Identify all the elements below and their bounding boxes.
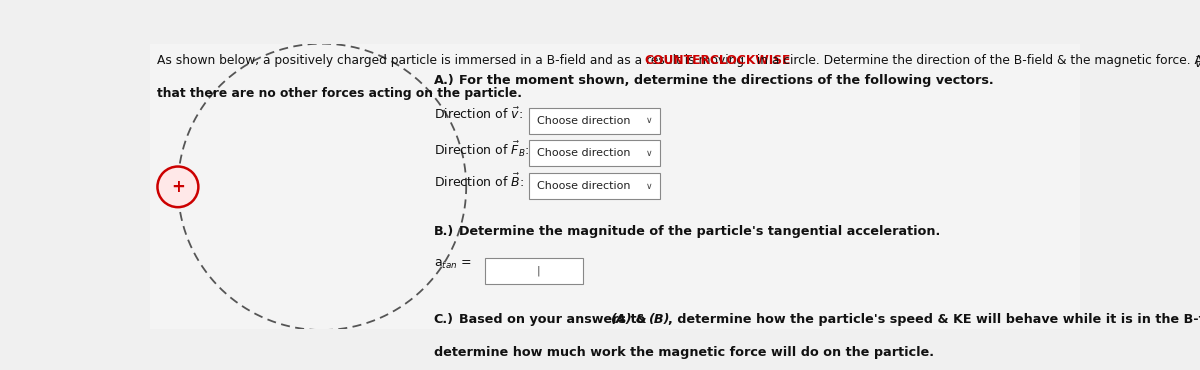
Text: |: | bbox=[536, 266, 540, 276]
Text: +: + bbox=[170, 178, 185, 196]
Text: For the moment shown, determine the directions of the following vectors.: For the moment shown, determine the dire… bbox=[458, 74, 994, 87]
FancyBboxPatch shape bbox=[150, 44, 1080, 329]
Text: in a circle. Determine the direction of the B-field & the magnetic force. Assume: in a circle. Determine the direction of … bbox=[752, 54, 1200, 67]
Text: B.): B.) bbox=[433, 225, 454, 238]
Text: , determine how the particle's speed & KE will behave while it is in the B-field: , determine how the particle's speed & K… bbox=[668, 313, 1200, 326]
Text: Choose direction: Choose direction bbox=[536, 181, 630, 191]
Text: C.): C.) bbox=[433, 313, 454, 326]
Text: ∨: ∨ bbox=[646, 116, 653, 125]
Text: that there are no other forces acting on the particle.: that there are no other forces acting on… bbox=[157, 87, 522, 100]
FancyBboxPatch shape bbox=[150, 44, 1080, 329]
Text: ∨: ∨ bbox=[646, 182, 653, 191]
Text: COUNTERCLOCKWISE: COUNTERCLOCKWISE bbox=[644, 54, 791, 67]
Text: ∨: ∨ bbox=[646, 149, 653, 158]
Text: Direction of $\vec{B}$:: Direction of $\vec{B}$: bbox=[433, 172, 523, 190]
FancyBboxPatch shape bbox=[528, 108, 660, 134]
Text: Choose direction: Choose direction bbox=[536, 115, 630, 125]
Text: A.): A.) bbox=[433, 74, 455, 87]
Text: a$_{tan}$ =: a$_{tan}$ = bbox=[433, 258, 472, 271]
Text: &: & bbox=[631, 313, 650, 326]
Text: Choose direction: Choose direction bbox=[536, 148, 630, 158]
Text: Direction of $\vec{F}_B$:: Direction of $\vec{F}_B$: bbox=[433, 140, 529, 159]
Text: $\vec{v}$ $\perp$ $\vec{B}$ and: $\vec{v}$ $\perp$ $\vec{B}$ and bbox=[1194, 54, 1200, 71]
Ellipse shape bbox=[157, 166, 198, 207]
Text: Determine the magnitude of the particle's tangential acceleration.: Determine the magnitude of the particle'… bbox=[458, 225, 940, 238]
Text: determine how much work the magnetic force will do on the particle.: determine how much work the magnetic for… bbox=[433, 346, 934, 359]
Text: (A): (A) bbox=[611, 313, 632, 326]
Text: Direction of $\vec{v}$:: Direction of $\vec{v}$: bbox=[433, 107, 522, 122]
Text: Based on your answers to: Based on your answers to bbox=[458, 313, 649, 326]
Text: (B): (B) bbox=[648, 313, 670, 326]
FancyBboxPatch shape bbox=[528, 140, 660, 166]
Text: As shown below, a positively charged particle is immersed in a B-field and as a : As shown below, a positively charged par… bbox=[157, 54, 749, 67]
FancyBboxPatch shape bbox=[485, 258, 583, 284]
FancyBboxPatch shape bbox=[528, 173, 660, 199]
